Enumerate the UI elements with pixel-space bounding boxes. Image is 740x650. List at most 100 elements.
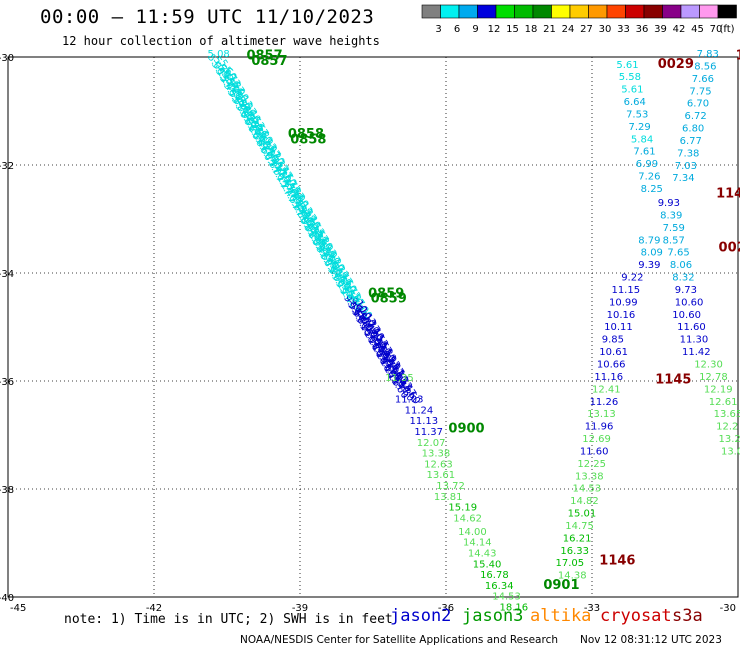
wave-height-value: 7.38 [677, 148, 699, 159]
wave-height-value: 16.78 [480, 570, 509, 581]
wave-height-value: 7.34 [672, 173, 694, 184]
wave-height-value: 6.72 [684, 111, 706, 122]
legend-tick-label: 36 [636, 24, 649, 35]
wave-height-value: 7.65 [667, 248, 689, 259]
wave-height-value: 12.78 [699, 372, 728, 383]
wave-height-value: 7.75 [689, 86, 711, 97]
wave-height-value: 9.73 [675, 285, 697, 296]
wave-height-value: 12.61 [709, 397, 738, 408]
wave-height-value: 14.43 [468, 549, 497, 560]
page-subtitle: 12 hour collection of altimeter wave hei… [62, 34, 380, 48]
wave-height-value: 8.32 [672, 273, 694, 284]
wave-height-value: 8.57 [663, 235, 685, 246]
wave-height-value: 7.03 [675, 161, 697, 172]
lat-tick-label: -40 [0, 593, 14, 604]
satellite-s3a-label: s3a [672, 606, 703, 626]
wave-height-value: 15.40 [473, 559, 502, 570]
legend-tick-label: 70 [710, 24, 723, 35]
legend-swatch [699, 4, 719, 19]
wave-height-value: 8.56 [694, 61, 716, 72]
wave-height-value: 11.15 [611, 285, 640, 296]
wave-height-value: 7.29 [629, 122, 651, 133]
wave-height-values: 5.085.615.585.616.647.537.295.847.616.99… [208, 49, 740, 614]
legend-swatch [477, 4, 497, 19]
wave-height-value: 10.99 [609, 297, 638, 308]
legend-tick-label: 15 [506, 24, 519, 35]
legend-swatch [717, 4, 737, 19]
wave-height-value: 14.38 [558, 571, 587, 582]
wave-height-value: 8.39 [660, 210, 682, 221]
wave-height-value: 15.01 [568, 509, 597, 520]
lat-tick-label: -38 [0, 485, 14, 496]
track-time-label: 1146 [599, 554, 635, 569]
legend-tick-label: 24 [562, 24, 575, 35]
wave-height-value: 5.08 [208, 49, 230, 60]
wave-height-value: 16.34 [485, 581, 514, 592]
track-time-label: 0900 [448, 421, 484, 436]
legend-tick-label: 6 [454, 24, 460, 35]
legend-swatch [625, 4, 645, 19]
wave-height-value: 8.09 [641, 248, 663, 259]
legend-swatch [458, 4, 478, 19]
wave-height-value: 11.26 [590, 397, 619, 408]
wave-height-value: 11.60 [677, 322, 706, 333]
footer-center: NOAA/NESDIS Center for Satellite Applica… [240, 634, 558, 646]
wave-height-value: 11.60 [580, 446, 609, 457]
track-time-label: 0901 [543, 578, 579, 593]
legend-tick-label: 39 [654, 24, 667, 35]
wave-height-value: 14.75 [565, 521, 594, 532]
lat-tick-label: -34 [0, 269, 14, 280]
wave-height-value: 9.93 [658, 198, 680, 209]
wave-height-value: 6.64 [624, 97, 646, 108]
wave-height-value: 9.22 [621, 273, 643, 284]
wave-height-value: 13.81 [434, 492, 463, 503]
wave-height-value: 11.03 [395, 395, 424, 406]
wave-height-value: 13.38 [422, 449, 451, 460]
wave-height-value: 14.53 [492, 592, 521, 603]
wave-height-value: 10.66 [597, 360, 626, 371]
wave-height-value: 17.05 [556, 558, 585, 569]
wave-height-value: 13.2 [719, 434, 740, 445]
wave-height-value: 18.16 [500, 603, 529, 614]
legend-swatch [495, 4, 515, 19]
wave-height-value: 7.83 [697, 49, 719, 60]
legend-swatch [569, 4, 589, 19]
wave-height-value: 7.66 [692, 74, 714, 85]
legend-swatch [643, 4, 663, 19]
wave-height-value: 10.60 [672, 310, 701, 321]
wave-height-value: 13.61 [427, 470, 456, 481]
wave-height-value: 16.33 [560, 546, 589, 557]
wave-height-value: 12.41 [592, 384, 621, 395]
satellite-jason3-label: jason3 [462, 606, 524, 626]
wave-height-value: 12.30 [694, 360, 723, 371]
wave-height-value: 11.16 [594, 372, 623, 383]
wave-height-value: 14.53 [573, 484, 602, 495]
wave-height-value: 11.30 [680, 335, 709, 346]
legend-tick-label: 9 [472, 24, 478, 35]
wave-height-value: 11.37 [414, 427, 443, 438]
track-time-label: 0028 [719, 240, 740, 255]
note-text: note: 1) Time is in UTC; 2) SWH is in fe… [64, 612, 393, 627]
wave-height-value: 11.13 [410, 416, 439, 427]
wave-height-value: 14.82 [570, 496, 599, 507]
satellite-altika-label: altika [530, 606, 592, 626]
legend-swatch [680, 4, 700, 19]
wave-height-value: 8.79 [638, 235, 660, 246]
wave-height-value: 13.13 [587, 409, 616, 420]
wave-height-value: 12.63 [424, 459, 453, 470]
legend-tick-label: 27 [580, 24, 593, 35]
wave-height-value: 11.24 [405, 405, 434, 416]
wave-height-value: 7.59 [663, 223, 685, 234]
lon-tick-label: -36 [438, 603, 454, 614]
lon-tick-label: -42 [146, 603, 162, 614]
wave-height-value: 13.65 [714, 409, 740, 420]
legend-tick-label: 42 [673, 24, 686, 35]
legend-swatch [421, 4, 441, 19]
track-time-label: 1 [736, 49, 740, 64]
track-time-label: 0859 [371, 292, 407, 307]
wave-height-value: 10.60 [675, 297, 704, 308]
track-time-label: 0029 [658, 57, 694, 72]
